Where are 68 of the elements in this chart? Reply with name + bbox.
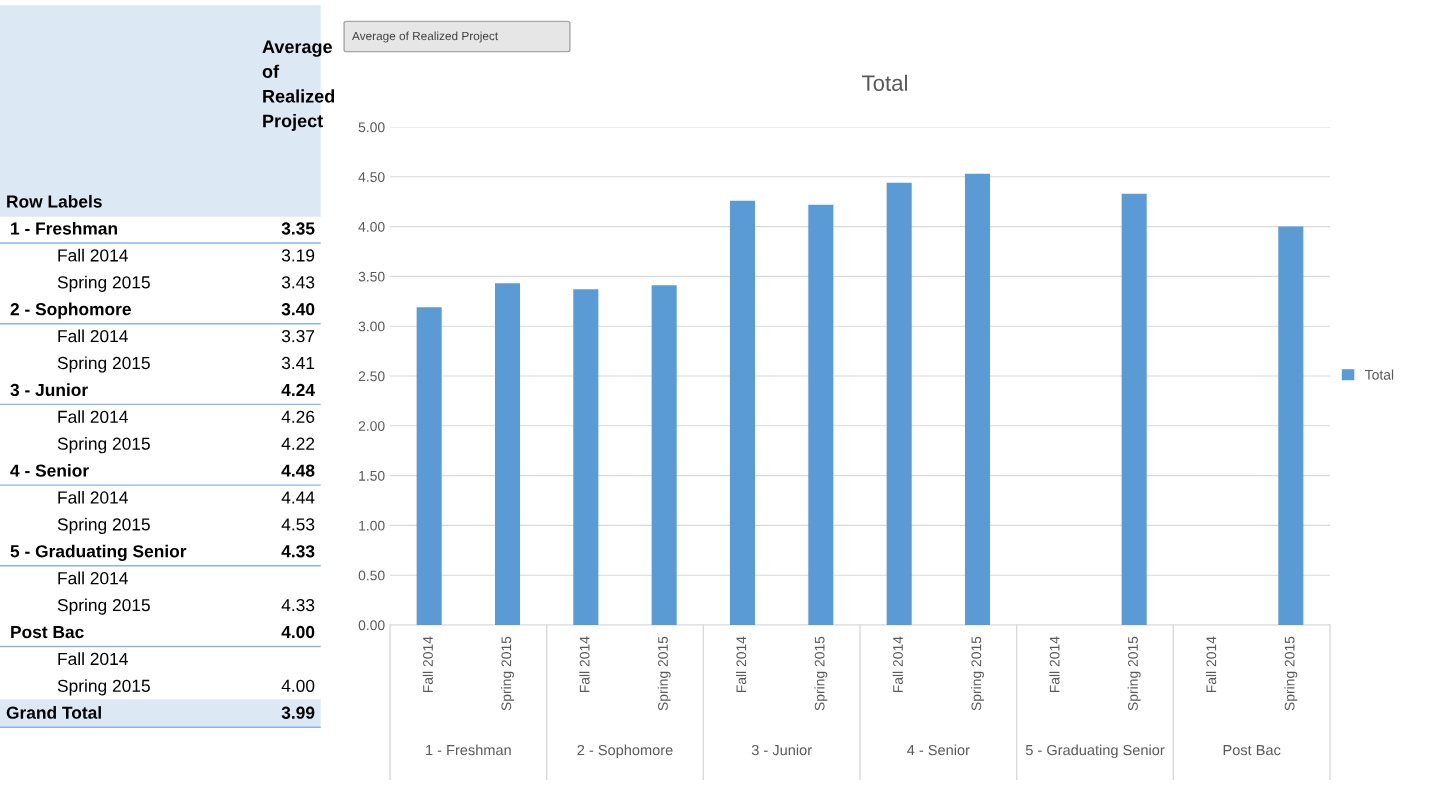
category-label: Fall 2014	[58, 410, 128, 423]
x-tick-label: Spring 2015	[1284, 636, 1298, 711]
y-tick-label: 0.00	[358, 620, 385, 631]
y-tick-label: 1.00	[359, 520, 385, 531]
text: 4.44	[281, 491, 315, 504]
y-tick-label: 0.50	[358, 570, 385, 581]
text: 3.19	[281, 249, 315, 262]
text: 4 - Senior	[10, 464, 89, 477]
text: 3.99	[281, 706, 315, 719]
category-label: Spring 2015	[57, 356, 150, 373]
x-tick-label: Fall 2014	[892, 636, 903, 693]
text: 4.33	[281, 598, 315, 612]
text: Average of Realized Project	[262, 40, 335, 131]
x-tick-label: Spring 2015	[657, 636, 671, 711]
text: 3 - Junior	[10, 383, 88, 397]
chart-title: Total	[862, 74, 907, 91]
x-tick-label: Spring 2015	[501, 636, 514, 711]
y-tick-label: 2.00	[358, 421, 385, 431]
text: Post Bac	[11, 626, 84, 639]
text: Row Labels	[7, 194, 102, 208]
category-label: Fall 2014	[58, 490, 128, 504]
category-label: Spring 2015	[57, 437, 150, 454]
legend-label: Total	[1365, 369, 1394, 380]
text: 5 - Graduating Senior	[1025, 744, 1165, 759]
category-label: Fall 2014	[58, 248, 128, 262]
text: 2 - Sophomore	[10, 302, 131, 319]
text: 2 - Sophomore	[577, 744, 673, 759]
text: 4.26	[281, 410, 315, 423]
x-tick-label: Spring 2015	[971, 636, 984, 711]
text: 3 - Junior	[751, 744, 812, 756]
text: 1 - Freshman	[426, 744, 511, 756]
text: 3.37	[281, 329, 315, 343]
text: Average of Realized Project	[352, 31, 499, 43]
category-label: Fall 2014	[58, 329, 128, 343]
category-label: Spring 2015	[57, 275, 150, 292]
text: 4.53	[281, 518, 315, 531]
category-label: Spring 2015	[57, 517, 150, 534]
text: 4.00	[281, 679, 315, 692]
text: 4.22	[281, 437, 315, 450]
text: 3.40	[281, 303, 315, 316]
text: 3.43	[281, 276, 315, 289]
text: 4.33	[281, 545, 315, 558]
y-tick-label: 3.00	[358, 321, 385, 332]
text: 4.24	[281, 383, 315, 396]
text: 4.48	[281, 464, 315, 477]
x-tick-label: Spring 2015	[1127, 636, 1141, 711]
x-tick-label: Fall 2014	[579, 636, 590, 693]
text: Post Bac	[1223, 745, 1281, 756]
text: 1 - Freshman	[11, 221, 117, 235]
text: 4 - Senior	[907, 744, 970, 756]
y-tick-label: 3.50	[358, 271, 385, 282]
text: Grand Total	[6, 706, 101, 719]
y-tick-label: 2.50	[358, 371, 385, 382]
x-tick-label: Spring 2015	[814, 636, 828, 711]
x-tick-label: Fall 2014	[736, 636, 747, 693]
x-tick-label: Fall 2014	[422, 636, 433, 693]
y-tick-label: 4.50	[358, 172, 385, 182]
x-tick-label: Fall 2014	[1206, 636, 1217, 693]
text: 5 - Graduating Senior	[10, 544, 187, 561]
category-label: Fall 2014	[58, 571, 128, 585]
text: 3.41	[281, 356, 315, 370]
category-label: Spring 2015	[57, 598, 150, 615]
text: 4.00	[281, 625, 315, 639]
text: 3.35	[281, 222, 315, 235]
y-tick-label: 4.00	[358, 221, 385, 232]
y-tick-label: 1.50	[359, 470, 385, 481]
x-tick-label: Fall 2014	[1049, 636, 1060, 693]
y-tick-label: 5.00	[358, 122, 385, 133]
